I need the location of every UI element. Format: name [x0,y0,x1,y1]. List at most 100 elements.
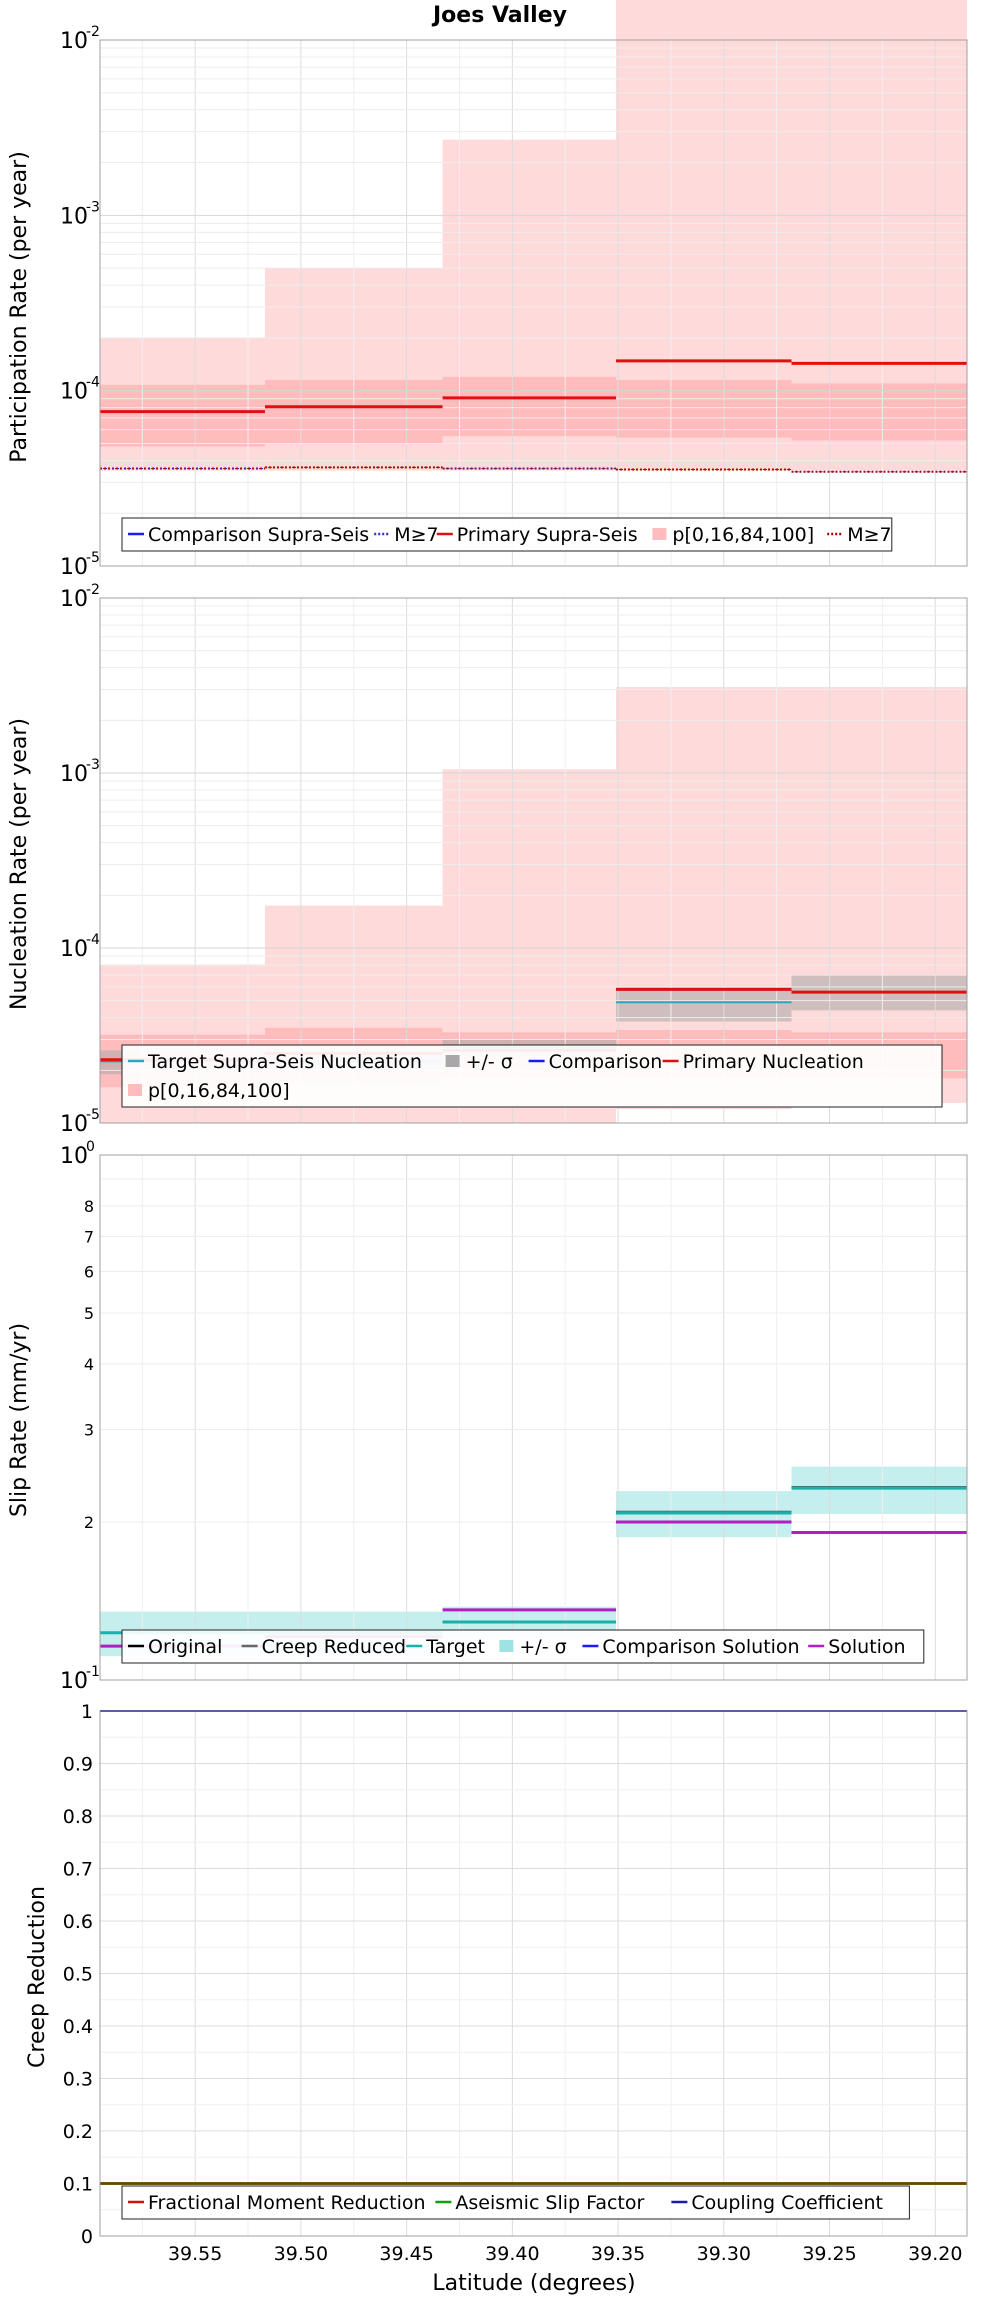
x-tick-label: 39.50 [274,2243,328,2265]
x-tick-label: 39.20 [908,2243,962,2265]
y-tick-label: 0.8 [63,1806,93,1828]
x-tick-label: 39.30 [697,2243,751,2265]
y-tick-label: 0.6 [63,1911,93,1933]
y-tick-label: 10 [60,587,88,612]
y-tick-label: 10 [60,555,88,580]
legend-label: p[0,16,84,100] [148,1080,290,1102]
legend-label: Original [148,1636,222,1658]
figure-title: Joes Valley [431,3,567,28]
legend-box [121,1044,943,1108]
y-tick-label: 10 [60,1669,88,1694]
x-tick-label: 39.55 [168,2243,222,2265]
plot-frame [99,39,968,567]
legend-box [121,517,893,552]
y-tick-exponent: -4 [86,932,100,948]
y-tick-exponent: -3 [86,199,100,215]
legend-label: Creep Reduced [262,1636,406,1658]
legend-swatch [652,528,667,540]
legend: Comparison Supra-Seis M≥7 Primary Supra-Se… [121,517,893,552]
y-minor-tick-label: 8 [84,1197,94,1216]
y-minor-tick-label: 4 [84,1355,94,1374]
grid-lines [100,1155,967,1681]
creep-reduction-plot: 0 0.1 0.2 0.3 0.4 0.5 0.6 0.7 0.8 0.9 1 Fractional … [63,1701,968,2248]
band-segment [442,376,616,437]
y-tick-label: 10 [60,380,88,405]
legend-label: Comparison [549,1051,663,1073]
x-axis-tick-labels: 39.55 39.50 39.45 39.40 39.35 39.30 39.25 39.20 [168,2243,963,2265]
legend-label: Primary Nucleation [683,1051,864,1073]
participation-y-label: Participation Rate (per year) [7,151,32,463]
legend-label: +/- σ [466,1051,513,1073]
band-segment [791,1466,967,1515]
x-tick-label: 39.45 [379,2243,433,2265]
legend: Fractional Moment Reduction Aseismic Slip… [121,2185,910,2220]
band-segment [615,986,792,1022]
y-tick-labels: 10-510-410-310-2 [60,24,100,580]
x-axis-label: Latitude (degrees) [432,2271,635,2296]
y-tick-label: 0.9 [63,1754,93,1776]
legend-label: Coupling Coefficient [691,2192,883,2214]
plot-frame [99,1154,968,1681]
y-tick-labels: 10-510-410-310-2 [60,582,100,1137]
y-tick-label: 1 [81,1701,93,1723]
legend: Target Supra-Seis Nucleation +/- σ Compari… [121,1044,943,1108]
y-tick-label: 0.3 [63,2069,93,2091]
y-tick-label: 10 [60,29,88,54]
band-segment [791,383,967,441]
y-tick-label: 0.2 [63,2121,93,2143]
plot-frame [99,1710,968,2237]
legend-box [121,2185,910,2220]
legend-label: Aseismic Slip Factor [455,2192,644,2214]
y-minor-tick-label: 2 [84,1513,94,1532]
x-tick-label: 39.40 [485,2243,539,2265]
y-tick-label: 0.7 [63,1859,93,1881]
legend-label: Primary Supra-Seis [457,524,638,546]
x-tick-label: 39.35 [591,2243,645,2265]
y-tick-label: 0.5 [63,1964,93,1986]
y-tick-exponent: -2 [86,582,100,598]
y-tick-label: 10 [60,1112,88,1137]
band-segment [100,384,265,447]
legend-label: Target Supra-Seis Nucleation [147,1051,422,1073]
y-minor-tick-label: 7 [84,1227,94,1246]
legend-swatch [445,1055,460,1067]
y-tick-exponent: -2 [86,24,100,40]
y-tick-label: 10 [60,937,88,962]
y-tick-label: 10 [60,204,88,229]
creep-reduction-y-label: Creep Reduction [25,1886,50,2068]
plot-background [100,1155,967,1680]
y-tick-labels: 0 0.1 0.2 0.3 0.4 0.5 0.6 0.7 0.8 0.9 1 [63,1701,93,2248]
y-minor-tick-label: 6 [84,1262,94,1281]
legend-label: M≥7 [394,524,438,546]
y-tick-exponent: -4 [86,375,100,391]
legend-label: Comparison Supra-Seis [148,524,369,546]
y-tick-label: 0 [81,2226,93,2248]
nucleation-y-label: Nucleation Rate (per year) [7,718,32,1010]
legend-label: Comparison Solution [602,1636,799,1658]
legend-label: Solution [828,1636,905,1658]
y-minor-tick-label: 5 [84,1304,94,1323]
y-tick-exponent: -5 [86,550,100,566]
y-tick-exponent: 0 [86,1139,95,1155]
legend: Original Creep Reduced Target +/- σ Comparis… [121,1629,925,1664]
legend-label: M≥7 [847,524,891,546]
band-segment [615,380,792,438]
y-tick-label: 0.1 [63,2174,93,2196]
legend-swatch [499,1640,514,1652]
y-tick-label: 0.4 [63,2016,93,2038]
legend-label: Fractional Moment Reduction [148,2192,426,2214]
nucleation-rate-plot: 10-510-410-310-2 Target Supra-Seis Nuclea… [60,582,968,1137]
legend-swatch [128,1084,142,1096]
plot-frame [99,597,968,1124]
y-tick-label: 10 [60,1144,88,1169]
y-tick-exponent: -3 [86,757,100,773]
y-tick-label: 10 [60,762,88,787]
legend-label: p[0,16,84,100] [672,524,814,546]
y-tick-exponent: -1 [86,1664,100,1680]
x-tick-label: 39.25 [802,2243,856,2265]
slip-rate-y-label: Slip Rate (mm/yr) [7,1323,32,1517]
grid-lines [100,1710,967,2237]
